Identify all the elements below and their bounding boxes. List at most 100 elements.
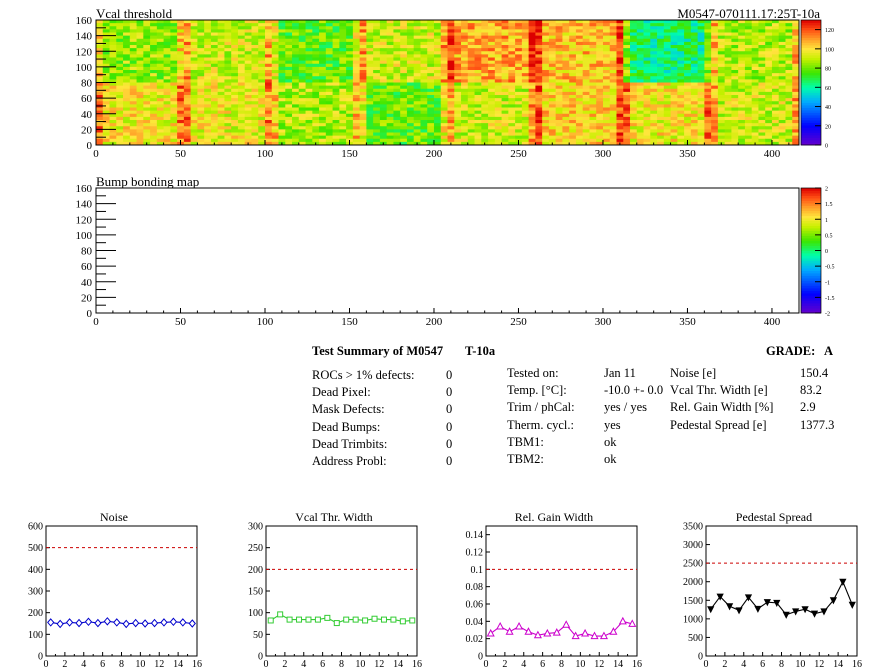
heatmap-cell xyxy=(657,110,665,115)
heatmap-cell xyxy=(264,23,273,27)
heatmap-cell xyxy=(116,63,124,68)
heatmap-cell xyxy=(515,70,523,74)
heatmap-cell xyxy=(548,60,557,65)
heatmap-cell xyxy=(271,41,279,46)
heatmap-cell xyxy=(332,60,340,65)
heatmap-cell xyxy=(305,38,313,43)
heatmap-cell xyxy=(332,138,340,143)
heatmap-cell xyxy=(433,48,442,52)
heatmap-cell xyxy=(515,32,523,37)
heatmap-cell xyxy=(109,79,117,83)
heatmap-cell xyxy=(427,126,435,130)
heatmap-cell xyxy=(596,23,604,27)
heatmap-cell xyxy=(237,54,246,58)
heatmap-cell xyxy=(400,95,408,99)
heatmap-cell xyxy=(143,32,151,37)
heatmap-cell xyxy=(96,63,104,68)
heatmap-cell xyxy=(400,26,408,30)
heatmap-cell xyxy=(562,85,570,90)
heatmap-cell xyxy=(366,35,374,40)
small-plot-title: Vcal Thr. Width xyxy=(295,510,372,524)
heatmap-cell xyxy=(758,41,766,46)
heatmap-cell xyxy=(177,126,185,130)
heatmap-cell xyxy=(325,85,333,90)
heatmap-cell xyxy=(400,76,408,80)
heatmap-cell xyxy=(305,104,313,108)
heatmap-cell xyxy=(237,129,246,133)
heatmap-cell xyxy=(765,41,773,46)
heatmap-cell xyxy=(616,98,624,102)
heatmap-cell xyxy=(298,38,306,43)
heatmap-cell xyxy=(447,38,455,43)
heatmap-cell xyxy=(440,104,448,108)
heatmap-cell xyxy=(400,79,408,83)
heatmap-cell xyxy=(616,138,624,143)
heatmap-cell xyxy=(785,107,793,112)
heatmap-cell xyxy=(474,116,482,121)
heatmap-cell xyxy=(704,48,712,52)
heatmap-cell xyxy=(386,79,394,83)
heatmap-cell xyxy=(177,95,185,99)
heatmap-cell xyxy=(758,70,766,74)
heatmap-cell xyxy=(548,20,557,24)
heatmap-cell xyxy=(143,110,151,115)
small-plot-title: Pedestal Spread xyxy=(736,510,812,524)
heatmap-cell xyxy=(359,35,367,40)
heatmap-cell xyxy=(258,141,266,146)
heatmap-cell xyxy=(143,107,151,112)
heatmap-cell xyxy=(596,113,604,118)
heatmap-cell xyxy=(373,32,381,37)
heatmap-cell xyxy=(433,70,442,74)
heatmap-cell xyxy=(582,57,590,62)
heatmap-cell xyxy=(589,138,597,143)
heatmap-cell xyxy=(413,38,421,43)
data-point xyxy=(782,611,790,619)
heatmap-cell xyxy=(150,141,158,146)
heatmap-cell xyxy=(521,116,530,121)
heatmap-cell xyxy=(609,110,617,115)
heatmap-cell xyxy=(548,63,557,68)
heatmap-cell xyxy=(325,116,333,121)
y-tick-label: 600 xyxy=(28,522,43,533)
x-tick-label: 100 xyxy=(257,316,274,328)
heatmap-cell xyxy=(143,120,151,124)
heatmap-cell xyxy=(325,54,333,58)
heatmap-cell xyxy=(109,91,117,96)
heatmap-cell xyxy=(731,123,739,127)
heatmap-cell xyxy=(562,73,570,77)
heatmap-cell xyxy=(393,129,401,133)
heatmap-cell xyxy=(447,82,455,87)
heatmap-cell xyxy=(312,26,320,30)
heatmap-cell xyxy=(731,66,739,71)
heatmap-cell xyxy=(393,107,401,112)
heatmap-cell xyxy=(406,54,415,58)
heatmap-cell xyxy=(102,110,110,115)
heatmap-cell xyxy=(711,98,719,102)
heatmap-cell xyxy=(657,38,665,43)
data-point xyxy=(505,627,514,635)
heatmap-cell xyxy=(359,138,367,143)
heatmap-cell xyxy=(298,98,306,102)
heatmap-cell xyxy=(271,57,279,62)
heatmap-cell xyxy=(406,29,415,33)
heatmap-cell xyxy=(190,29,198,33)
heatmap-cell xyxy=(224,98,232,102)
heatmap-cell xyxy=(454,45,462,49)
heatmap-cell xyxy=(305,141,313,146)
heatmap-cell xyxy=(704,141,712,146)
heatmap-cell xyxy=(521,73,530,77)
heatmap-cell xyxy=(170,48,178,52)
heatmap-cell xyxy=(197,79,205,83)
heatmap-cell xyxy=(717,98,726,102)
heatmap-cell xyxy=(684,38,692,43)
heatmap-cell xyxy=(609,141,617,146)
heatmap-cell xyxy=(285,26,293,30)
heatmap-cell xyxy=(643,113,651,118)
heatmap-cell xyxy=(109,41,117,46)
heatmap-cell xyxy=(197,38,205,43)
heatmap-cell xyxy=(386,116,394,121)
heatmap-cell xyxy=(697,101,705,105)
heatmap-cell xyxy=(488,60,496,65)
x-tick-label: 6 xyxy=(540,659,545,670)
heatmap-cell xyxy=(636,35,644,40)
